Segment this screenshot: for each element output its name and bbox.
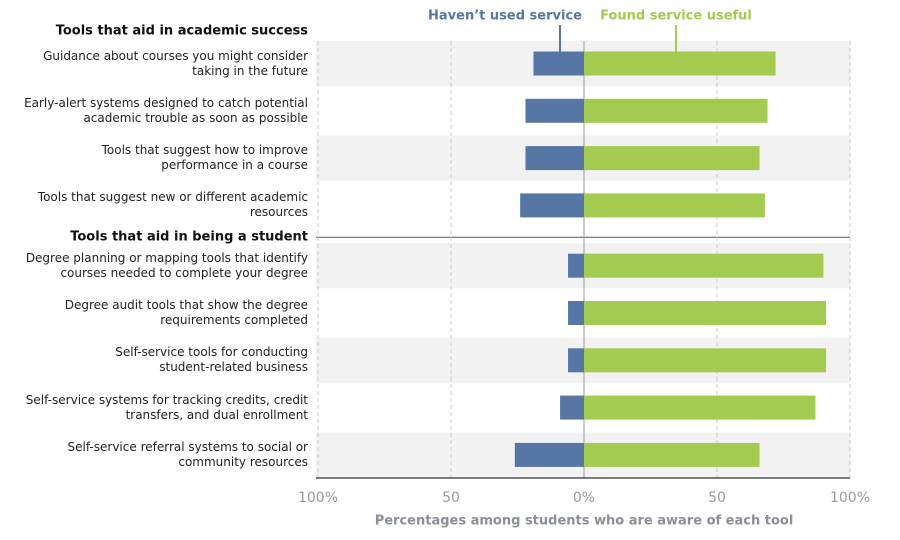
x-tick-label: 100% bbox=[298, 490, 338, 506]
bar bbox=[584, 395, 816, 420]
category-label: Tools that suggest new or different acad… bbox=[37, 190, 308, 220]
x-tick-label: 0% bbox=[573, 490, 595, 506]
bar bbox=[568, 301, 584, 325]
legend-label: Haven’t used service bbox=[428, 9, 582, 24]
bar bbox=[584, 253, 824, 278]
bar bbox=[584, 146, 760, 171]
bar bbox=[584, 442, 760, 467]
bar bbox=[560, 395, 584, 420]
bar bbox=[568, 253, 584, 278]
x-tick-label: 50 bbox=[442, 490, 460, 506]
category-label: Guidance about courses you might conside… bbox=[43, 48, 308, 78]
bar bbox=[584, 51, 776, 76]
bar bbox=[584, 193, 765, 218]
bar bbox=[525, 98, 584, 123]
group-title: Tools that aid in being a student bbox=[70, 229, 308, 245]
bar bbox=[525, 146, 584, 171]
x-tick-label: 50 bbox=[708, 490, 726, 506]
x-axis-label: Percentages among students who are aware… bbox=[375, 514, 794, 529]
bar bbox=[584, 348, 827, 373]
category-label: Self-service tools for conducting studen… bbox=[115, 345, 308, 375]
category-label: Self-service systems for tracking credit… bbox=[25, 392, 308, 422]
bar bbox=[520, 193, 584, 218]
category-label: Early-alert systems designed to catch po… bbox=[24, 95, 308, 125]
category-label: Self-service referral systems to social … bbox=[67, 439, 308, 469]
bar bbox=[533, 51, 584, 76]
category-label: Degree planning or mapping tools that id… bbox=[25, 250, 308, 280]
category-label: Tools that suggest how to improve perfor… bbox=[101, 143, 308, 173]
category-label: Degree audit tools that show the degree … bbox=[64, 298, 308, 327]
bar bbox=[584, 301, 827, 325]
bar bbox=[584, 98, 768, 123]
legend-label: Found service useful bbox=[600, 9, 752, 24]
bar bbox=[514, 442, 584, 467]
x-tick-label: 100% bbox=[830, 490, 870, 506]
bar bbox=[568, 348, 584, 373]
group-title: Tools that aid in academic success bbox=[55, 23, 308, 39]
